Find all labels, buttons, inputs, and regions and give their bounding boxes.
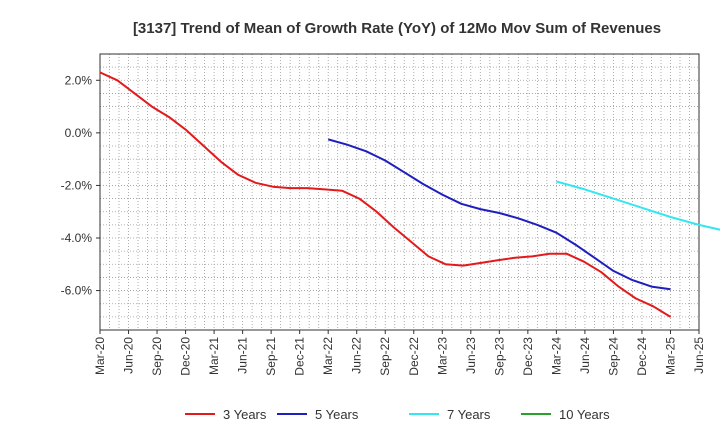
x-tick-label: Mar-20 (93, 337, 107, 375)
plot-area (99, 71, 720, 318)
x-tick-label: Sep-22 (378, 337, 392, 376)
chart-title: [3137] Trend of Mean of Growth Rate (YoY… (133, 20, 661, 37)
x-tick-label: Mar-25 (663, 337, 677, 375)
legend-label: 7 Years (447, 407, 491, 422)
x-tick-label: Mar-23 (435, 337, 449, 375)
series-line-7-years (556, 180, 720, 231)
x-tick-label: Jun-25 (692, 337, 706, 374)
x-tick-label: Dec-24 (635, 337, 649, 376)
x-tick-label: Sep-20 (150, 337, 164, 376)
x-tick-label: Jun-20 (122, 337, 136, 374)
grid (100, 54, 699, 330)
axes: 2.0% 0.0% -2.0% -4.0% -6.0% Mar-20 Jun-20 Sep-2… (61, 53, 706, 376)
legend-label: 5 Years (315, 407, 359, 422)
legend-label: 10 Years (559, 407, 610, 422)
y-tick-label: -6.0% (61, 284, 93, 298)
x-tick-label: Dec-21 (293, 337, 307, 376)
x-tick-label: Jun-23 (464, 337, 478, 374)
plot-frame (99, 53, 700, 331)
series-line-3-years (99, 71, 672, 318)
series-line-5-years (327, 138, 671, 291)
y-tick-label: -2.0% (61, 178, 93, 192)
y-tick-label: -4.0% (61, 231, 93, 245)
x-tick-label: Mar-21 (207, 337, 221, 375)
x-tick-label: Dec-23 (521, 337, 535, 376)
y-tick-label: 0.0% (65, 126, 93, 140)
x-tick-label: Mar-22 (321, 337, 335, 375)
x-tick-label: Sep-21 (264, 337, 278, 376)
x-tick-label: Sep-24 (606, 337, 620, 376)
legend-label: 3 Years (223, 407, 267, 422)
legend: 3 Years 5 Years 7 Years 10 Years (185, 407, 610, 422)
x-tick-label: Sep-23 (492, 337, 506, 376)
x-tick-label: Jun-24 (578, 337, 592, 374)
plot-background (100, 54, 699, 330)
x-tick-label: Dec-20 (179, 337, 193, 376)
x-tick-label: Dec-22 (407, 337, 421, 376)
x-tick-label: Jun-22 (350, 337, 364, 374)
x-tick-label: Mar-24 (549, 337, 563, 375)
y-tick-label: 2.0% (65, 73, 93, 87)
x-tick-label: Jun-21 (236, 337, 250, 374)
